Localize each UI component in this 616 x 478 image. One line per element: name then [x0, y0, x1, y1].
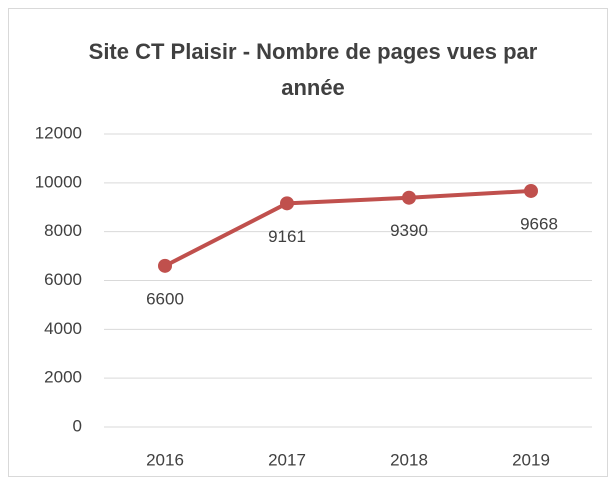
- chart-border: [8, 8, 608, 477]
- y-tick-label: 8000: [44, 221, 82, 240]
- marker: [524, 183, 538, 198]
- data-label: 9390: [390, 221, 428, 240]
- y-tick-label: 2000: [44, 368, 82, 387]
- data-label: 9668: [520, 214, 558, 233]
- x-tick-label: 2018: [390, 450, 428, 469]
- y-tick-label: 4000: [44, 319, 82, 338]
- data-label: 6600: [146, 289, 184, 308]
- chart-title: Site CT Plaisir - Nombre de pages vues p…: [88, 39, 538, 100]
- y-tick-label: 0: [73, 416, 82, 435]
- y-tick-label: 6000: [44, 270, 82, 289]
- marker: [402, 190, 416, 205]
- x-tick-label: 2016: [146, 450, 184, 469]
- y-tick-label: 12000: [35, 123, 82, 142]
- y-tick-label: 10000: [35, 172, 82, 191]
- x-tick-label: 2017: [268, 450, 306, 469]
- data-label: 9161: [268, 227, 306, 246]
- marker: [280, 196, 294, 211]
- marker: [158, 258, 172, 273]
- x-tick-label: 2019: [512, 450, 550, 469]
- line: [164, 188, 532, 268]
